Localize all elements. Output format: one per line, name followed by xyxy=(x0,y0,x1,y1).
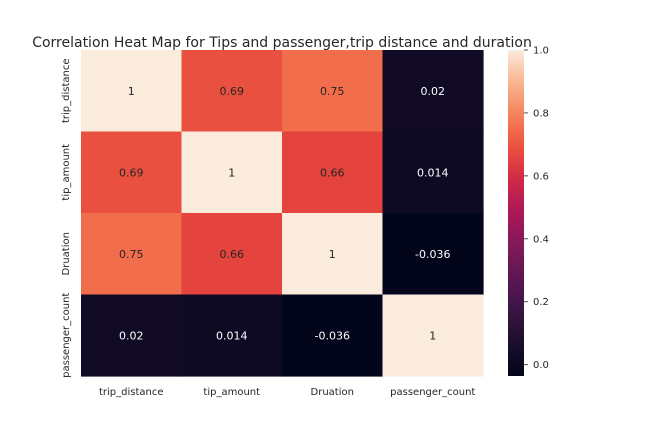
heatmap-cell-label: 0.69 xyxy=(119,166,144,179)
heatmap-cell xyxy=(81,213,183,296)
heatmap-cell-label: 0.02 xyxy=(421,85,446,98)
heatmap-cell-label: 1 xyxy=(329,248,336,261)
chart-title: Correlation Heat Map for Tips and passen… xyxy=(32,35,532,51)
y-tick-label: trip_distance xyxy=(61,58,72,123)
heatmap-cell xyxy=(181,50,283,133)
colorbar-tick-label: 0.8 xyxy=(533,108,549,119)
heatmap-cell-label: 0.66 xyxy=(220,248,245,261)
heatmap-cell xyxy=(181,294,283,377)
x-axis-tick-labels: trip_distance tip_amount Druation passenger… xyxy=(99,387,475,398)
y-tick-label: Druation xyxy=(61,232,72,275)
heatmap-cell xyxy=(282,213,384,296)
x-tick-label: tip_amount xyxy=(203,387,260,398)
heatmap-cell-label: 1 xyxy=(429,329,436,342)
heatmap-cell-label: 0.75 xyxy=(320,85,345,98)
colorbar-tick-label: 1.0 xyxy=(533,46,549,57)
heatmap-cell xyxy=(382,294,484,377)
heatmap-cell xyxy=(81,294,183,377)
heatmap-cell-label: 0.014 xyxy=(216,329,248,342)
heatmap-cell xyxy=(282,50,384,133)
heatmap-cell-label: 1 xyxy=(128,85,135,98)
heatmap-cell-label: 1 xyxy=(228,166,235,179)
colorbar-tick-label: 0.4 xyxy=(533,234,549,245)
heatmap-cell xyxy=(282,131,384,214)
x-tick-label: passenger_count xyxy=(390,387,475,398)
heatmap-cell xyxy=(382,50,484,133)
heatmap-cell xyxy=(181,213,283,296)
heatmap-cell-label: 0.69 xyxy=(220,85,245,98)
y-axis-tick-labels: trip_distance tip_amount Druation passenger… xyxy=(61,58,72,377)
heatmap-cell-label: -0.036 xyxy=(315,329,350,342)
colorbar-tick-label: 0.0 xyxy=(533,360,549,371)
y-tick-label: passenger_count xyxy=(61,293,72,378)
colorbar xyxy=(508,50,524,376)
colorbar-tick-label: 0.2 xyxy=(533,297,549,308)
heatmap-cell-label: 0.66 xyxy=(320,166,345,179)
heatmap-cells xyxy=(81,50,484,377)
heatmap-cell xyxy=(181,131,283,214)
colorbar-tick-labels: 0.0 0.2 0.4 0.6 0.8 1.0 xyxy=(524,46,549,371)
y-tick-label: tip_amount xyxy=(61,144,72,201)
x-tick-label: trip_distance xyxy=(99,387,164,398)
heatmap-cell-label: 0.02 xyxy=(119,329,144,342)
heatmap-cell-labels: 1 0.69 0.75 0.02 0.69 1 0.66 0.014 0.75 0.66 1 -0.0… xyxy=(119,85,450,343)
heatmap-cell xyxy=(81,131,183,214)
heatmap-cell xyxy=(382,131,484,214)
heatmap-cell-label: 0.75 xyxy=(119,248,144,261)
heatmap-cell xyxy=(382,213,484,296)
x-tick-label: Druation xyxy=(311,387,354,398)
heatmap-cell xyxy=(282,294,384,377)
heatmap-cell-label: 0.014 xyxy=(417,166,449,179)
heatmap-cell xyxy=(81,50,183,133)
heatmap-cell-label: -0.036 xyxy=(415,248,450,261)
colorbar-tick-label: 0.6 xyxy=(533,171,549,182)
